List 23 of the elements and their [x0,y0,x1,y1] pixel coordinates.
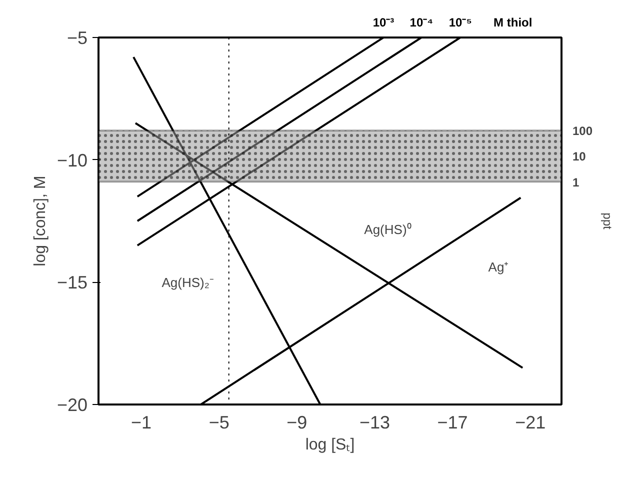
series-label: Ag(HS)⁰ [364,222,412,238]
text: M thiol [494,16,532,30]
series-label: 10⁻³ [372,16,394,30]
x-axis-title: log [Sₜ] [305,436,355,454]
y-tick-label: −5 [66,28,88,48]
y-tick-label: −20 [56,395,88,415]
x-tick-label: −5 [208,412,230,432]
y-axis-title: log [conc], M [32,176,49,266]
y2-axis-title: ppt [600,212,615,230]
y-tick-label: −15 [56,272,88,293]
x-tick-label: −1 [131,412,152,432]
x-tick-label: −9 [286,412,308,432]
y2-tick-label: 10 [572,150,586,164]
y-tick-label: −10 [56,150,88,170]
series-label: 10⁻⁴ [410,16,434,30]
y2-tick-label: 1 [572,175,580,190]
y2-tick-label: 100 [572,124,593,138]
text: Ag(HS)₂⁻ [162,275,214,290]
x-tick-label: −21 [515,412,546,432]
series-label: 10⁻⁵ [448,16,472,30]
x-tick-label: −17 [437,412,468,432]
x-tick-label: −13 [359,412,390,432]
text: Ag⁺ [488,260,508,275]
